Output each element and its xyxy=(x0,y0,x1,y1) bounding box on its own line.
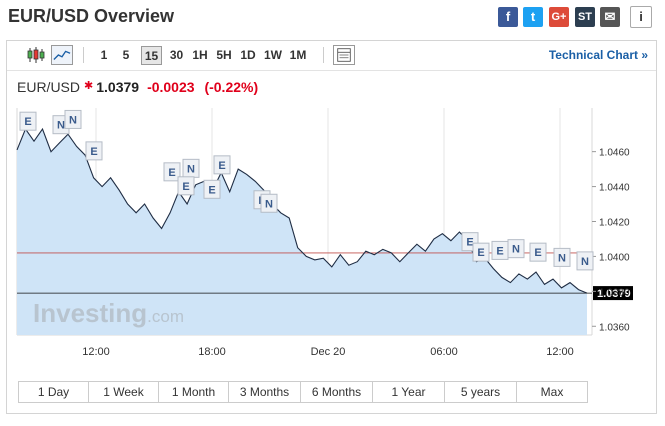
event-marker[interactable]: E xyxy=(163,162,181,182)
event-marker[interactable]: N xyxy=(260,193,278,213)
svg-text:E: E xyxy=(466,237,473,249)
svg-text:E: E xyxy=(477,247,484,259)
x-tick-label: 06:00 xyxy=(430,346,458,358)
svg-text:N: N xyxy=(558,252,566,264)
svg-text:N: N xyxy=(69,114,77,126)
svg-text:E: E xyxy=(182,181,189,193)
period-button[interactable]: 1D xyxy=(240,48,256,62)
realtime-star-icon: ✱ xyxy=(84,80,94,92)
range-button[interactable]: 1 Day xyxy=(19,382,89,402)
toolbar-divider xyxy=(83,47,84,63)
technical-chart-link[interactable]: Technical Chart » xyxy=(548,48,648,62)
x-tick-label: 12:00 xyxy=(546,346,574,358)
y-tick-label: 1.0420 xyxy=(599,218,630,229)
period-button[interactable]: 1H xyxy=(192,48,208,62)
y-tick-label: 1.0360 xyxy=(599,322,630,333)
event-marker[interactable]: N xyxy=(576,251,594,271)
svg-text:N: N xyxy=(265,198,273,210)
mail-icon[interactable]: ✉ xyxy=(600,7,620,27)
range-button[interactable]: 1 Month xyxy=(159,382,229,402)
symbol-label: EUR/USD xyxy=(17,79,81,95)
x-tick-label: 12:00 xyxy=(82,346,110,358)
period-button[interactable]: 1M xyxy=(289,48,307,62)
y-tick-label: 1.0400 xyxy=(599,252,630,263)
range-button[interactable]: Max xyxy=(540,385,564,399)
page-title: EUR/USD Overview xyxy=(8,6,175,26)
event-marker[interactable]: E xyxy=(213,155,231,175)
range-button[interactable]: 5 years xyxy=(445,382,517,402)
price-line xyxy=(16,127,588,294)
stocktwits-icon[interactable]: ST xyxy=(575,7,595,27)
last-price: 1.0379 xyxy=(96,79,140,95)
twitter-icon[interactable]: t xyxy=(523,7,543,27)
price-area xyxy=(17,129,587,335)
svg-text:N: N xyxy=(187,163,195,175)
range-button[interactable]: 3 Months xyxy=(229,382,301,402)
info-icon[interactable]: i xyxy=(630,6,652,28)
page-header: EUR/USD Overview f t G+ ST ✉ i xyxy=(0,0,665,36)
svg-text:E: E xyxy=(496,245,503,257)
svg-text:N: N xyxy=(581,256,589,268)
table-icon[interactable] xyxy=(333,45,355,65)
period-button[interactable]: 1 xyxy=(100,48,108,62)
svg-text:E: E xyxy=(534,247,541,259)
event-marker[interactable]: N xyxy=(507,239,525,259)
svg-text:E: E xyxy=(218,160,225,172)
chart-toolbar: 1 5 15 30 1H 5H 1D 1W 1M Technical Chart » xyxy=(7,41,656,71)
svg-text:E: E xyxy=(208,184,215,196)
period-button[interactable]: 5H xyxy=(216,48,232,62)
y-tick-label: 1.0460 xyxy=(599,148,630,159)
event-marker[interactable]: N xyxy=(64,109,82,129)
range-button[interactable]: 1 Year xyxy=(373,382,445,402)
svg-text:E: E xyxy=(90,146,97,158)
quote-line: EUR/USD ✱ 1.0379 -0.0023 (-0.22%) xyxy=(17,79,258,97)
svg-text:E: E xyxy=(24,116,31,128)
period-button[interactable]: 5 xyxy=(122,48,130,62)
event-marker[interactable]: N xyxy=(182,158,200,178)
event-marker[interactable]: E xyxy=(177,176,195,196)
last-price-label: 1.0379 xyxy=(597,288,631,300)
event-marker[interactable]: E xyxy=(203,179,221,199)
period-button[interactable]: 15 xyxy=(141,46,162,65)
price-chart[interactable]: Investing.com 1.0379 1.0460 1.0440 1.0420 1.0… xyxy=(7,41,656,373)
svg-text:E: E xyxy=(168,167,175,179)
candlestick-icon[interactable] xyxy=(25,45,47,65)
period-button[interactable]: 1W xyxy=(264,48,282,62)
event-marker[interactable]: E xyxy=(491,240,509,260)
event-marker[interactable]: E xyxy=(85,141,103,161)
period-button[interactable]: 30 xyxy=(169,48,184,62)
svg-text:N: N xyxy=(57,120,65,132)
x-tick-label: Dec 20 xyxy=(311,346,346,358)
time-range-selector: 1 Day 1 Week 1 Month 3 Months 6 Months 1 Year… xyxy=(18,381,588,403)
area-chart-icon[interactable] xyxy=(51,45,73,65)
x-tick-label: 18:00 xyxy=(198,346,226,358)
last-price-tag xyxy=(593,286,633,301)
event-marker[interactable]: E xyxy=(19,111,37,131)
watermark-logo: Investing.com xyxy=(33,298,184,328)
toolbar-divider xyxy=(323,47,324,63)
y-tick-label: 1.0380 xyxy=(599,287,630,298)
price-change-percent: (-0.22%) xyxy=(204,79,259,95)
range-button[interactable]: 6 Months xyxy=(301,382,373,402)
facebook-icon[interactable]: f xyxy=(498,7,518,27)
svg-text:N: N xyxy=(512,244,520,256)
chart-panel: 1 5 15 30 1H 5H 1D 1W 1M Technical Chart » EUR/U… xyxy=(6,40,657,414)
price-change: -0.0023 xyxy=(147,79,195,95)
y-tick-label: 1.0440 xyxy=(599,183,630,194)
event-marker[interactable]: N xyxy=(553,247,571,267)
range-button[interactable]: 1 Week xyxy=(89,382,159,402)
google-plus-icon[interactable]: G+ xyxy=(549,7,569,27)
event-marker[interactable]: E xyxy=(472,242,490,262)
event-marker[interactable]: E xyxy=(529,242,547,262)
